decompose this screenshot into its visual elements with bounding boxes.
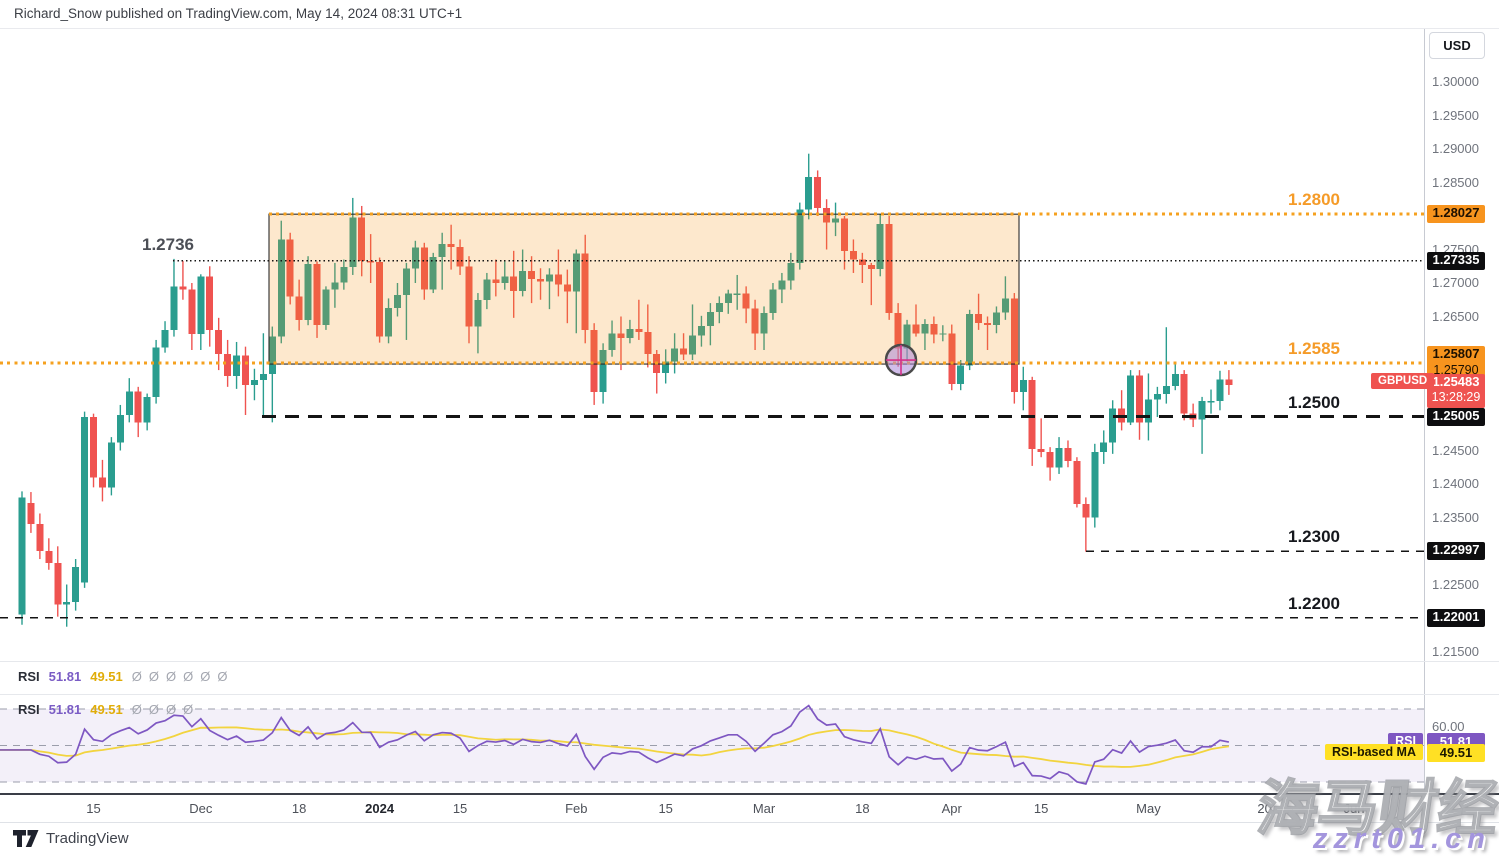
- rsi-ma-value: 49.51: [90, 668, 123, 684]
- time-axis-label: 15: [452, 801, 468, 816]
- time-axis-label: 20: [1257, 801, 1272, 816]
- ghost-output-icon: Ø: [131, 668, 142, 684]
- pane-separator[interactable]: [0, 694, 1499, 695]
- rsi-ma-line[interactable]: [0, 726, 1230, 768]
- ghost-output-icon: Ø: [183, 668, 194, 684]
- pane-separator[interactable]: [0, 661, 1499, 662]
- time-axis-label: 15: [86, 801, 101, 816]
- time-axis-label: May: [1136, 801, 1161, 816]
- time-axis-label: 15: [658, 801, 673, 816]
- price-axis-border: [1424, 28, 1425, 822]
- rectangle-zone[interactable]: [268, 213, 1020, 365]
- currency-toggle-button[interactable]: USD: [1429, 32, 1485, 59]
- rsi-ma-value: 49.51: [90, 701, 123, 717]
- time-axis-label: 18: [855, 801, 870, 816]
- tradingview-logo[interactable]: TradingView: [13, 830, 129, 847]
- ghost-output-icon: Ø: [148, 701, 160, 717]
- time-axis-label: 2024: [365, 801, 395, 816]
- ghost-output-icon: Ø: [217, 668, 228, 684]
- tradingview-brand-text: TradingView: [46, 830, 129, 847]
- ghost-output-icon: Ø: [200, 668, 211, 684]
- rsi-line[interactable]: [0, 704, 1230, 785]
- ghost-output-icon: Ø: [148, 668, 160, 684]
- time-axis-label: Mar: [752, 801, 776, 816]
- publish-text: Richard_Snow published on TradingView.co…: [14, 6, 463, 21]
- ghost-output-icon: Ø: [166, 701, 177, 717]
- time-axis[interactable]: 15 Dec 18 2024 15 Feb 15 Mar 18 Apr 15 May 20 Jun: [0, 795, 1499, 822]
- rsi-value: 51.81: [48, 668, 82, 684]
- time-axis-label: 15: [1033, 801, 1049, 816]
- ghost-output-icon: Ø: [183, 701, 194, 717]
- ghost-output-icon: Ø: [131, 701, 142, 717]
- time-axis-label: 18: [291, 801, 307, 816]
- rsi-title: RSI: [18, 701, 40, 717]
- candles: [18, 153, 1233, 627]
- time-axis-label: Apr: [941, 801, 962, 816]
- ghost-output-icon: Ø: [166, 668, 177, 684]
- publish-header: Richard_Snow published on TradingView.co…: [0, 0, 1499, 29]
- rsi-value: 51.81: [48, 701, 82, 717]
- time-axis-border: [0, 793, 1499, 795]
- rsi-title: RSI: [18, 668, 40, 684]
- line-anchor-marker[interactable]: [884, 343, 918, 377]
- tradingview-logo-icon: [13, 830, 39, 847]
- time-axis-label: Dec: [189, 801, 213, 816]
- footer-bar: TradingView: [0, 823, 1499, 857]
- footer-separator: [0, 822, 1499, 823]
- time-axis-label: Jun: [1343, 801, 1365, 816]
- watermark-url: zzrt01.cn: [1312, 823, 1491, 855]
- time-axis-label: Feb: [565, 801, 588, 816]
